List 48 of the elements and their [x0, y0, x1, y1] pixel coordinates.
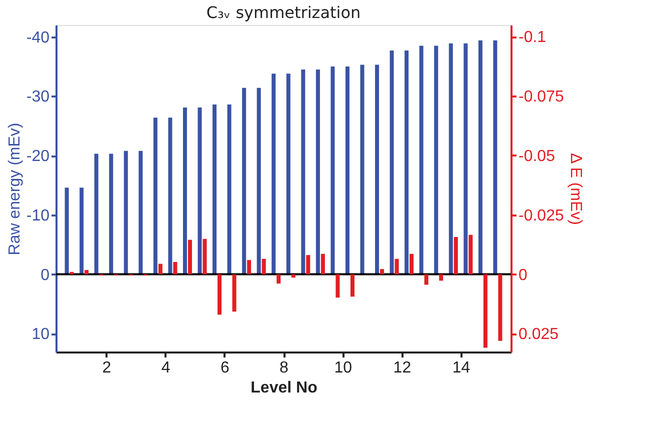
y2-tick-label: -0.05	[518, 148, 556, 165]
bar	[424, 274, 428, 285]
bar	[247, 260, 252, 274]
bar	[454, 236, 458, 274]
x-axis-title: Level No	[250, 380, 318, 396]
bar	[468, 234, 473, 274]
y-tick-label: 0	[40, 266, 50, 284]
bar	[276, 274, 281, 284]
bar	[188, 240, 192, 274]
x-tick-label: 6	[220, 360, 230, 376]
y2-tick-label: 0	[518, 266, 528, 284]
bar	[232, 274, 236, 312]
y-tick-label: -10	[26, 207, 50, 224]
bar	[394, 258, 399, 274]
bar	[320, 254, 325, 274]
y-tick-label: -40	[26, 29, 50, 46]
y2-tick-label: 0.025	[518, 326, 559, 344]
y2-axis-title: Δ E (mEv)	[566, 152, 584, 226]
x-tick-label: 10	[334, 360, 352, 376]
chart-title: C₃ᵥ symmetrization	[206, 3, 361, 22]
bar	[158, 264, 162, 274]
bar	[173, 262, 178, 274]
bar	[70, 272, 74, 274]
bar	[380, 269, 384, 274]
x-tick-label: 2	[102, 360, 112, 376]
x-tick-label: 8	[280, 360, 289, 376]
bar	[483, 274, 488, 348]
bar	[218, 274, 222, 315]
y2-tick-label: -0.075	[518, 88, 564, 106]
y-tick-label: 10	[32, 326, 50, 344]
bar	[262, 258, 266, 274]
x-tick-label: 14	[452, 360, 470, 376]
y2-tick-label: -0.1	[518, 29, 546, 46]
y-tick-label: -30	[26, 88, 50, 106]
bar	[306, 255, 310, 274]
bar	[84, 270, 89, 274]
y-axis-title: Raw energy (mEv)	[6, 122, 24, 256]
bar	[336, 274, 340, 298]
y-tick-label: -20	[26, 148, 50, 166]
bar	[439, 274, 444, 281]
bar	[498, 274, 502, 341]
bar	[350, 274, 354, 297]
bar	[410, 254, 414, 274]
x-tick-label: 4	[161, 360, 170, 376]
bar	[202, 238, 207, 274]
y2-tick-label: -0.025	[518, 207, 564, 224]
x-tick-label: 12	[393, 360, 412, 376]
bar	[291, 274, 296, 278]
